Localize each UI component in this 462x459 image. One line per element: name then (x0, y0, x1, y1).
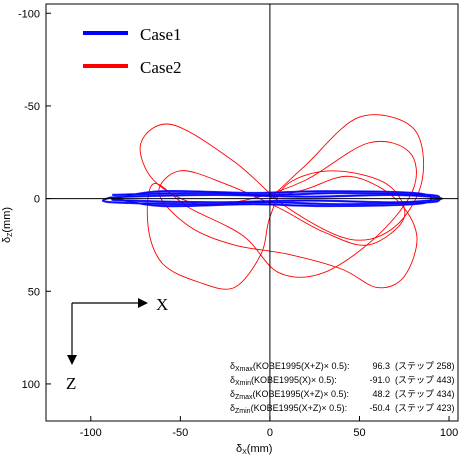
annotation-step: (ステップ 423) (395, 403, 455, 413)
plot-frame (45, 3, 459, 422)
x-tick-label: -50 (172, 427, 188, 439)
annotation-line: δZmax(KOBE1995(X+Z)× 0.5): (230, 389, 349, 401)
annotation-step: (ステップ 443) (395, 375, 455, 385)
annotation-step: (ステップ 434) (395, 389, 455, 399)
y-tick-label: 0 (34, 194, 40, 206)
annotation-line: δXmax(KOBE1995(X+Z)× 0.5): (230, 361, 349, 373)
x-axis-label: δX(mm) (236, 443, 272, 456)
legend-label-case1: Case1 (140, 25, 182, 44)
y-tick-label: -50 (24, 101, 40, 113)
x-tick-label: -100 (80, 427, 102, 439)
y-tick-label: -100 (18, 8, 40, 20)
series-case2-line (139, 114, 424, 290)
x-direction-arrowhead (138, 298, 148, 308)
y-tick-label: 100 (22, 379, 40, 391)
x-tick-label: 50 (353, 427, 365, 439)
annotation-value: 48.2 (372, 389, 390, 399)
z-direction-label: Z (66, 374, 76, 393)
annotation-line: δXmin(KOBE1995(X)× 0.5): (230, 375, 337, 387)
series-layer (101, 114, 444, 290)
x-tick-label: 100 (440, 427, 458, 439)
z-direction-arrowhead (67, 355, 77, 365)
y-tick-label: 50 (28, 286, 40, 298)
annotation-step: (ステップ 258) (395, 361, 455, 371)
annotation-value: 96.3 (372, 361, 390, 371)
axes-layer (46, 4, 458, 421)
x-tick-label: 0 (267, 427, 273, 439)
annotation-value: -91.0 (369, 375, 390, 385)
x-direction-label: X (156, 295, 168, 314)
legend: Case1 Case2 (83, 25, 182, 77)
legend-label-case2: Case2 (140, 58, 182, 77)
direction-indicator: X Z (66, 295, 168, 393)
ticks-layer: -100 -50 0 50 100 -100 -50 0 50 100 (18, 8, 458, 439)
y-axis-label: δZ(mm) (1, 207, 14, 243)
annotations: δXmax(KOBE1995(X+Z)× 0.5): 96.3 (ステップ 258)… (230, 361, 455, 415)
annotation-line: δZmin(KOBE1995(X+Z)× 0.5): (230, 403, 347, 415)
annotation-value: -50.4 (369, 403, 390, 413)
